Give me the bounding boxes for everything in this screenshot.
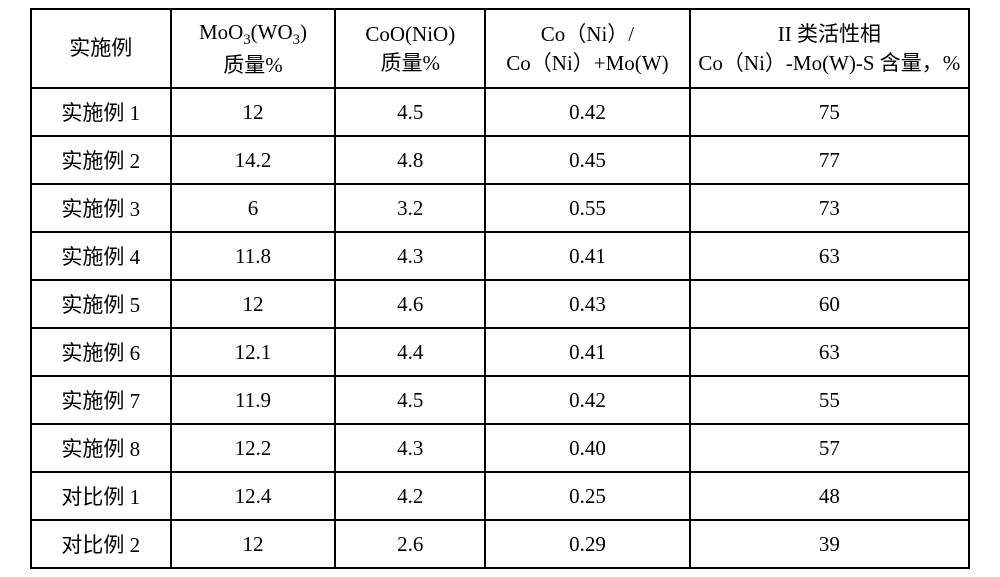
header-coo-line1: CoO(NiO)	[365, 22, 455, 46]
table-row: 实施例 711.94.50.4255	[31, 376, 969, 424]
table-cell: 对比例 2	[31, 520, 171, 568]
header-moo3: MoO3(WO3) 质量%	[171, 9, 336, 88]
table-row: 对比例 2122.60.2939	[31, 520, 969, 568]
table-cell: 11.9	[171, 376, 336, 424]
table-row: 对比例 112.44.20.2548	[31, 472, 969, 520]
table-body: 实施例 1124.50.4275实施例 214.24.80.4577实施例 36…	[31, 88, 969, 568]
header-ratio-line1: Co（Ni）/	[541, 22, 634, 46]
table-cell: 57	[690, 424, 969, 472]
table-cell: 75	[690, 88, 969, 136]
table-header-row: 实施例 MoO3(WO3) 质量% CoO(NiO) 质量% Co（Ni）/ C…	[31, 9, 969, 88]
header-coo: CoO(NiO) 质量%	[335, 9, 485, 88]
table-cell: 12.1	[171, 328, 336, 376]
table-cell: 对比例 1	[31, 472, 171, 520]
table-cell: 实施例 6	[31, 328, 171, 376]
table-cell: 0.25	[485, 472, 690, 520]
table-cell: 实施例 3	[31, 184, 171, 232]
table-cell: 4.5	[335, 88, 485, 136]
table-cell: 12.2	[171, 424, 336, 472]
table-row: 实施例 1124.50.4275	[31, 88, 969, 136]
header-moo3-line1: MoO3(WO3)	[199, 20, 307, 44]
table-cell: 63	[690, 232, 969, 280]
header-phase-line1: II 类活性相	[778, 22, 881, 46]
table-cell: 0.29	[485, 520, 690, 568]
header-coo-line2: 质量%	[381, 51, 441, 75]
table-cell: 实施例 5	[31, 280, 171, 328]
table-cell: 4.5	[335, 376, 485, 424]
table-cell: 14.2	[171, 136, 336, 184]
table-row: 实施例 411.84.30.4163	[31, 232, 969, 280]
table-cell: 4.3	[335, 232, 485, 280]
table-row: 实施例 363.20.5573	[31, 184, 969, 232]
table-cell: 0.42	[485, 88, 690, 136]
header-ratio-line2: Co（Ni）+Mo(W)	[506, 51, 668, 75]
table-cell: 12	[171, 280, 336, 328]
table-cell: 73	[690, 184, 969, 232]
table-cell: 实施例 8	[31, 424, 171, 472]
table-cell: 实施例 2	[31, 136, 171, 184]
table-cell: 0.43	[485, 280, 690, 328]
table-cell: 0.41	[485, 232, 690, 280]
table-row: 实施例 214.24.80.4577	[31, 136, 969, 184]
table-cell: 11.8	[171, 232, 336, 280]
header-example: 实施例	[31, 9, 171, 88]
table-cell: 12.4	[171, 472, 336, 520]
table-cell: 0.45	[485, 136, 690, 184]
table-cell: 4.4	[335, 328, 485, 376]
table-cell: 0.42	[485, 376, 690, 424]
table-cell: 实施例 7	[31, 376, 171, 424]
table-cell: 实施例 4	[31, 232, 171, 280]
table-cell: 0.41	[485, 328, 690, 376]
table-cell: 60	[690, 280, 969, 328]
table-cell: 6	[171, 184, 336, 232]
table-cell: 0.55	[485, 184, 690, 232]
header-phase-line2: Co（Ni）-Mo(W)-S 含量，%	[698, 51, 960, 75]
table-cell: 77	[690, 136, 969, 184]
table-row: 实施例 812.24.30.4057	[31, 424, 969, 472]
table-cell: 4.3	[335, 424, 485, 472]
table-row: 实施例 612.14.40.4163	[31, 328, 969, 376]
table-row: 实施例 5124.60.4360	[31, 280, 969, 328]
table-cell: 0.40	[485, 424, 690, 472]
header-phase: II 类活性相 Co（Ni）-Mo(W)-S 含量，%	[690, 9, 969, 88]
table-cell: 4.6	[335, 280, 485, 328]
table-cell: 4.8	[335, 136, 485, 184]
table-cell: 实施例 1	[31, 88, 171, 136]
table-cell: 3.2	[335, 184, 485, 232]
table-cell: 48	[690, 472, 969, 520]
table-cell: 4.2	[335, 472, 485, 520]
table-cell: 2.6	[335, 520, 485, 568]
table-cell: 55	[690, 376, 969, 424]
catalyst-data-table: 实施例 MoO3(WO3) 质量% CoO(NiO) 质量% Co（Ni）/ C…	[30, 8, 970, 569]
table-cell: 39	[690, 520, 969, 568]
table-cell: 12	[171, 520, 336, 568]
header-ratio: Co（Ni）/ Co（Ni）+Mo(W)	[485, 9, 690, 88]
header-moo3-line2: 质量%	[223, 53, 283, 77]
table-cell: 12	[171, 88, 336, 136]
table-cell: 63	[690, 328, 969, 376]
